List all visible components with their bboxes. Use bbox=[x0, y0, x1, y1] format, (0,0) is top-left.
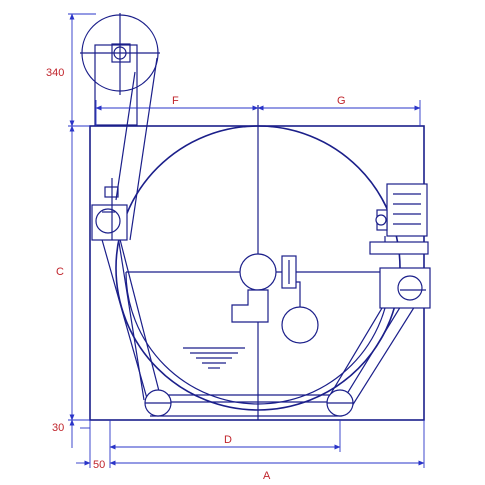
label-g: G bbox=[337, 95, 346, 107]
motor-base bbox=[370, 242, 428, 254]
label-a: A bbox=[263, 470, 271, 482]
dimension-lines bbox=[68, 14, 424, 468]
drum-assembly bbox=[116, 105, 424, 420]
float-ball bbox=[282, 307, 318, 343]
right-bearing bbox=[398, 276, 422, 300]
drive-belt-right bbox=[130, 58, 157, 240]
left-bearing bbox=[96, 209, 120, 233]
label-340: 340 bbox=[46, 67, 64, 79]
label-30: 30 bbox=[52, 422, 64, 434]
water-level-symbol bbox=[183, 348, 245, 368]
left-tensioner bbox=[92, 178, 127, 240]
label-50: 50 bbox=[93, 459, 105, 471]
label-f: F bbox=[172, 95, 179, 107]
hub-bracket bbox=[232, 290, 268, 322]
motor-body bbox=[387, 184, 427, 236]
right-motor-assembly bbox=[370, 184, 430, 308]
drum-hub bbox=[240, 254, 276, 290]
label-d: D bbox=[224, 434, 232, 446]
label-c: C bbox=[56, 266, 64, 278]
